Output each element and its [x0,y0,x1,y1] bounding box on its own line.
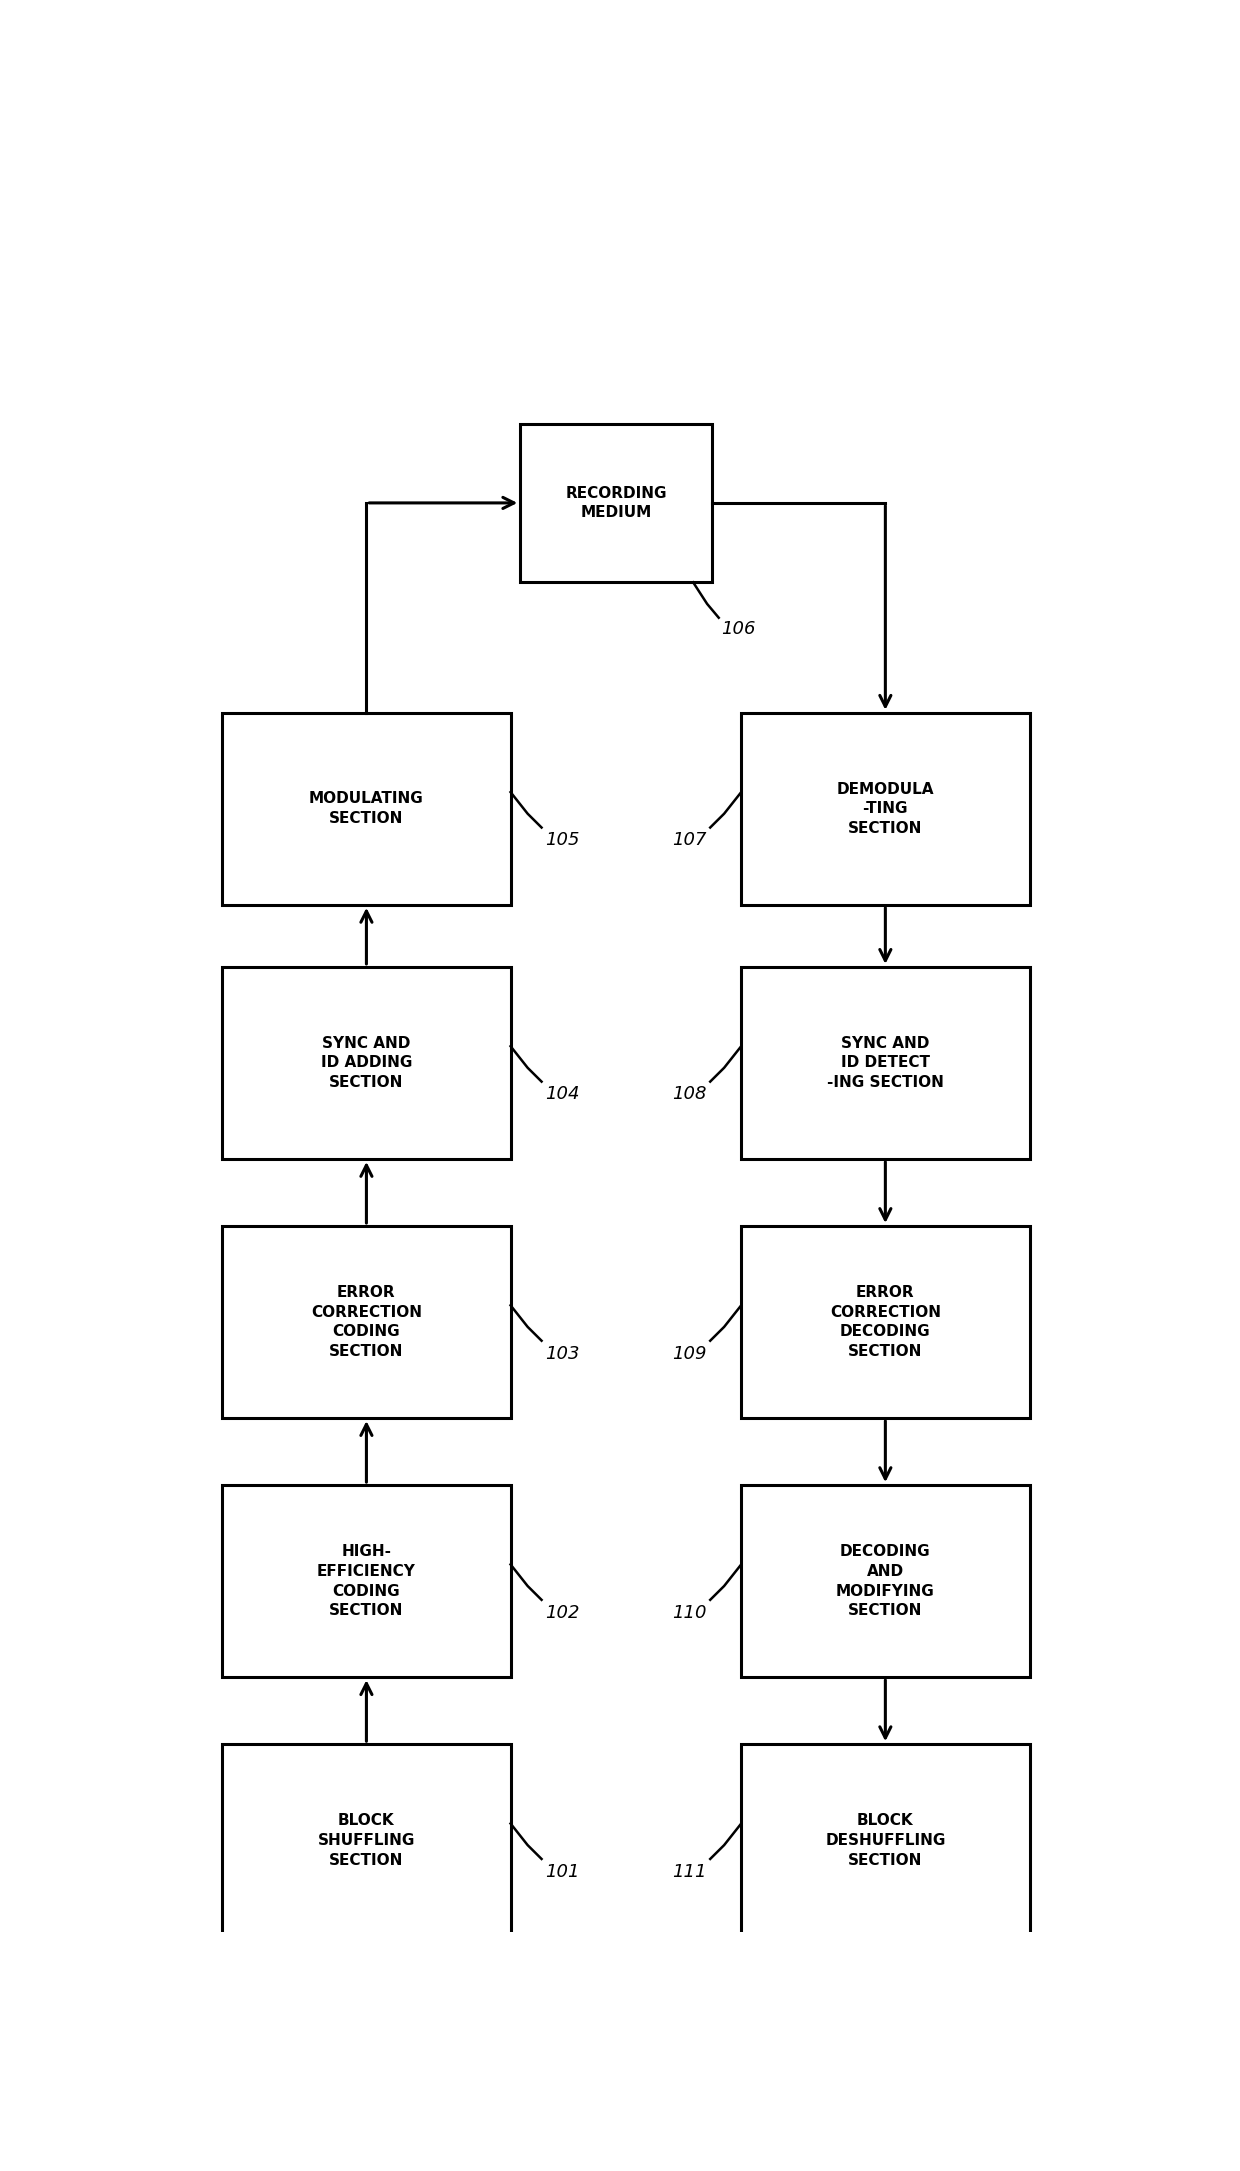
Text: 110: 110 [672,1604,707,1622]
Text: ERROR
CORRECTION
DECODING
SECTION: ERROR CORRECTION DECODING SECTION [830,1285,941,1359]
Text: 101: 101 [546,1863,580,1880]
Text: ERROR
CORRECTION
CODING
SECTION: ERROR CORRECTION CODING SECTION [311,1285,422,1359]
Bar [742,1227,1029,1418]
Text: DEMODULA
-TING
SECTION: DEMODULA -TING SECTION [837,782,934,836]
Bar [222,1743,511,1937]
Bar [222,966,511,1159]
Text: DECODING
AND
MODIFYING
SECTION: DECODING AND MODIFYING SECTION [836,1544,935,1617]
Text: BLOCK
DESHUFFLING
SECTION: BLOCK DESHUFFLING SECTION [825,1813,946,1867]
Text: 103: 103 [546,1344,580,1363]
Text: 102: 102 [546,1604,580,1622]
Bar [742,1743,1029,1937]
Bar [742,1485,1029,1678]
Text: MODULATING
SECTION: MODULATING SECTION [309,792,424,827]
Text: 108: 108 [672,1086,707,1103]
Bar [222,1485,511,1678]
Bar [222,712,511,905]
Text: 111: 111 [672,1863,707,1880]
Bar [742,712,1029,905]
Text: RECORDING
MEDIUM: RECORDING MEDIUM [565,486,667,521]
Text: SYNC AND
ID ADDING
SECTION: SYNC AND ID ADDING SECTION [321,1036,412,1090]
Bar [521,423,713,582]
Bar [222,1227,511,1418]
Text: BLOCK
SHUFFLING
SECTION: BLOCK SHUFFLING SECTION [317,1813,415,1867]
Text: HIGH-
EFFICIENCY
CODING
SECTION: HIGH- EFFICIENCY CODING SECTION [317,1544,415,1617]
Text: SYNC AND
ID DETECT
-ING SECTION: SYNC AND ID DETECT -ING SECTION [827,1036,944,1090]
Text: 107: 107 [672,831,707,849]
Text: 104: 104 [546,1086,580,1103]
Text: 105: 105 [546,831,580,849]
Text: 109: 109 [672,1344,707,1363]
Text: 106: 106 [720,621,755,638]
Bar [742,966,1029,1159]
